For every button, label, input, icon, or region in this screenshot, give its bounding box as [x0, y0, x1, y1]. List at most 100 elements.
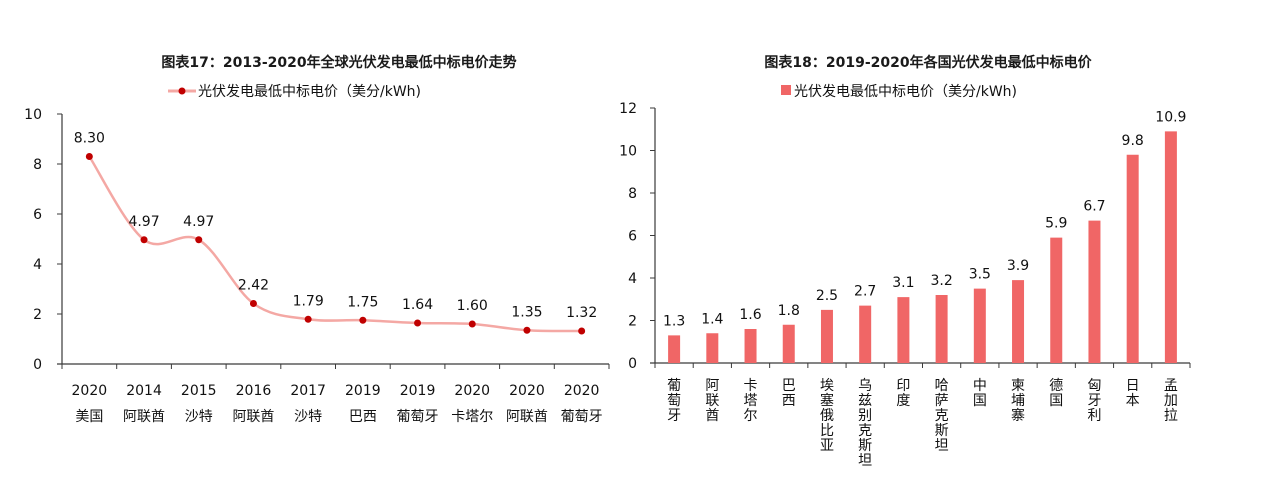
chart2-x-label-char: 亚 [820, 438, 834, 454]
chart1-data-label: 1.79 [293, 293, 324, 309]
chart2-bar [668, 335, 681, 363]
chart2-y-tick-label: 12 [619, 101, 637, 117]
chart2-x-label: 卡塔尔 [744, 378, 758, 424]
chart2-x-label-char: 斯 [935, 423, 949, 439]
chart1-x-label-year: 2020 [564, 383, 600, 399]
chart2-y-tick-label: 8 [628, 186, 637, 202]
chart1-x-label-year: 2017 [290, 383, 326, 399]
chart2-data-label: 3.5 [969, 267, 991, 283]
chart1-data-point [578, 327, 586, 335]
chart2-data-label: 3.2 [930, 273, 952, 289]
chart1-x-label-year: 2015 [181, 383, 217, 399]
chart1-x-label-year: 2019 [345, 383, 381, 399]
chart2-bar [782, 324, 795, 363]
chart2-x-label-char: 埔 [1011, 393, 1025, 409]
chart2-x-label-char: 柬 [1011, 378, 1025, 394]
chart1-title: 图表17：2013-2020年全球光伏发电最低中标电价走势 [161, 54, 516, 71]
chart1-data-point [304, 315, 312, 323]
chart2-x-label: 中国 [973, 378, 987, 409]
chart2-x-label-char: 酋 [705, 407, 719, 424]
chart2-bar [1164, 131, 1177, 363]
chart1-y-tick-label: 8 [33, 157, 42, 173]
chart1-x-label-country: 阿联酋 [123, 408, 165, 425]
chart2-x-label-char: 萨 [935, 393, 949, 409]
chart1-x-label-year: 2016 [236, 383, 272, 399]
chart2-bar [859, 305, 872, 363]
chart2-x-label-char: 匈 [1087, 378, 1101, 394]
chart1-x-label-country: 沙特 [294, 409, 322, 425]
chart1-x-label-country: 巴西 [349, 409, 377, 425]
chart1-legend-label: 光伏发电最低中标电价（美分/kWh) [198, 84, 421, 100]
chart2-data-label: 3.9 [1007, 258, 1029, 274]
chart1-legend: 光伏发电最低中标电价（美分/kWh) [168, 84, 421, 100]
chart1-x-label-year: 2019 [400, 383, 436, 399]
chart2-x-label-char: 西 [782, 393, 796, 409]
chart2-y-tick-label: 4 [628, 271, 637, 287]
chart1-y-tick-label: 0 [33, 357, 42, 373]
chart1-y-tick-label: 4 [33, 257, 42, 273]
chart2-x-label-char: 阿 [705, 378, 719, 394]
chart2-x-label-char: 巴 [782, 378, 796, 394]
chart2-x-label-char: 克 [935, 408, 949, 424]
chart2-data-label: 9.8 [1122, 133, 1144, 149]
chart2-x-label-char: 寨 [1011, 407, 1025, 424]
chart2-data-label: 5.9 [1045, 216, 1067, 232]
chart1-y-tick-label: 2 [33, 307, 42, 323]
chart2-data-label: 1.8 [778, 303, 800, 319]
chart2-legend-label: 光伏发电最低中标电价（美分/kWh) [794, 84, 1017, 100]
chart2-bar [1088, 220, 1101, 363]
legend-marker [178, 87, 186, 95]
chart2-x-label-char: 埃 [820, 378, 834, 394]
chart1-x-label-country: 葡萄牙 [397, 409, 439, 425]
chart2-x-label-char: 塞 [820, 392, 834, 409]
chart2-x-label-char: 牙 [667, 408, 681, 424]
chart1-data-point [195, 236, 203, 244]
chart2-x-label-char: 日 [1126, 378, 1140, 394]
chart1-data-label: 4.97 [128, 214, 159, 230]
chart1-data-label: 1.32 [566, 305, 597, 321]
legend-bar-swatch [781, 85, 791, 95]
chart2-data-label: 2.7 [854, 284, 876, 300]
chart2-bar [706, 333, 719, 363]
chart2-x-label: 日本 [1126, 378, 1140, 409]
chart2-bar [820, 309, 833, 363]
chart2-bar [973, 288, 986, 363]
chart1-y-tick-label: 6 [33, 207, 42, 223]
chart1-data-point [523, 326, 531, 334]
chart1-data-point [140, 236, 148, 244]
chart2-x-label: 巴西 [782, 378, 796, 409]
chart1-data-point [468, 320, 476, 328]
chart2-x-label-char: 萄 [667, 393, 681, 409]
chart2-x-label-char: 牙 [1087, 393, 1101, 409]
chart1-data-point [359, 316, 367, 324]
chart2-x-label-char: 本 [1126, 393, 1140, 409]
chart2-x-label-char: 尔 [744, 408, 758, 424]
chart1-data-label: 1.75 [347, 294, 378, 310]
chart2-x-label: 哈萨克斯坦 [935, 378, 949, 454]
chart2-data-label: 10.9 [1155, 109, 1186, 125]
chart2-x-label-char: 哈 [935, 378, 949, 394]
chart2-bar [897, 297, 910, 363]
chart2-bar [744, 329, 757, 363]
line-chart-price-trend: 图表17：2013-2020年全球光伏发电最低中标电价走势 光伏发电最低中标电价… [24, 54, 610, 425]
chart2-y-tick-label: 0 [628, 356, 637, 372]
chart1-data-label: 2.42 [238, 278, 269, 294]
chart1-data-point [85, 153, 93, 160]
chart2-x-label-char: 坦 [858, 453, 872, 469]
chart2-data-label: 1.4 [701, 311, 723, 327]
chart2-x-label-char: 中 [973, 378, 987, 394]
chart2-x-label-char: 兹 [858, 393, 872, 409]
chart2-x-label: 柬埔寨 [1011, 378, 1025, 424]
chart2-data-label: 1.3 [663, 313, 685, 329]
chart2-bar [1050, 237, 1063, 363]
chart2-x-label-char: 孟 [1164, 378, 1178, 394]
chart2-x-label: 印度 [896, 378, 910, 409]
chart1-data-label: 1.35 [511, 304, 542, 320]
chart1-x-label-country: 卡塔尔 [451, 409, 493, 425]
chart2-x-label-char: 比 [820, 423, 834, 439]
chart2-x-label-char: 俄 [820, 408, 834, 424]
chart2-x-label-char: 斯 [858, 438, 872, 454]
chart2-x-label: 孟加拉 [1164, 378, 1178, 424]
chart2-x-label: 埃塞俄比亚 [820, 378, 834, 454]
chart2-x-label-char: 卡 [744, 378, 758, 394]
